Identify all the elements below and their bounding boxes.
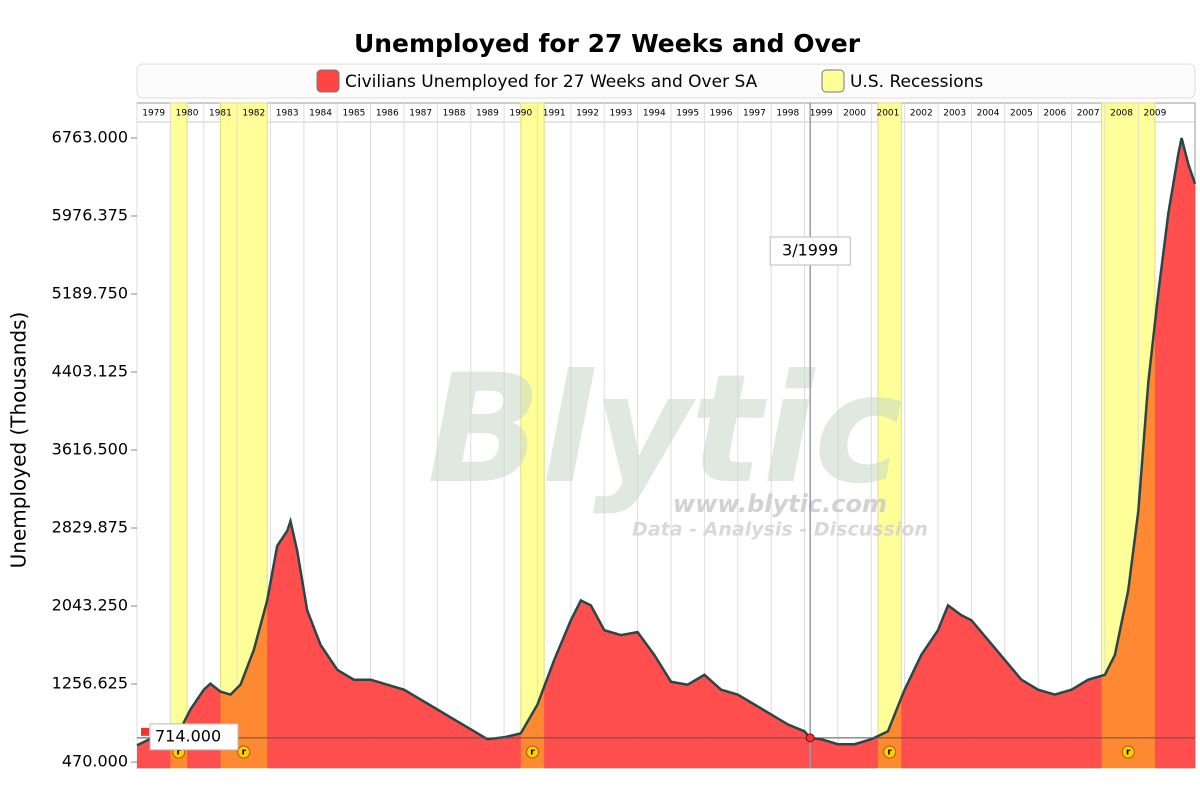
legend-label: U.S. Recessions xyxy=(850,72,983,92)
x-tick-label: 1996 xyxy=(710,109,733,119)
x-tick-label: 1987 xyxy=(409,109,432,119)
crosshair-value-swatch xyxy=(141,727,149,736)
crosshair-value: 714.000 xyxy=(155,726,221,745)
x-tick-label: 1991 xyxy=(543,109,566,119)
y-axis-label: Unemployed (Thousands) xyxy=(7,312,31,569)
x-tick-label: 2008 xyxy=(1110,109,1133,119)
y-tick-label: 5976.375 xyxy=(52,205,128,224)
x-tick-label: 2003 xyxy=(943,109,966,119)
x-tick-label: 2009 xyxy=(1143,109,1166,119)
crosshair-date: 3/1999 xyxy=(782,241,838,260)
recession-marker-label: r xyxy=(530,748,535,758)
x-tick-label: 1980 xyxy=(176,109,199,119)
recession-marker xyxy=(1121,745,1135,759)
x-tick-label: 2001 xyxy=(876,109,899,119)
watermark-tagline: Data - Analysis - Discussion xyxy=(632,519,928,541)
x-tick-label: 1990 xyxy=(509,109,532,119)
line xyxy=(136,137,1197,747)
recession-marker-label: r xyxy=(242,748,247,758)
x-tick-label: 1997 xyxy=(743,109,766,119)
x-tick-label: 1986 xyxy=(376,109,399,119)
x-tick-label: 2006 xyxy=(1043,109,1066,119)
recession-marker-label: r xyxy=(176,748,181,758)
crosshair-point xyxy=(805,733,815,743)
recession-marker xyxy=(883,745,897,759)
x-tick-label: 1999 xyxy=(810,109,833,119)
y-tick-label: 5189.750 xyxy=(52,283,128,302)
y-tick-label: 4403.125 xyxy=(52,361,128,380)
recession-band xyxy=(169,102,188,769)
x-tick-label: 1985 xyxy=(342,109,365,119)
x-tick-label: 1992 xyxy=(576,109,599,119)
x-tick-label: 2002 xyxy=(910,109,933,119)
y-tick-label: 2829.875 xyxy=(52,518,128,537)
recession-marker-label: r xyxy=(1126,748,1131,758)
x-tick-label: 1982 xyxy=(242,109,265,119)
x-tick-label: 1984 xyxy=(309,109,332,119)
recession-marker-label: r xyxy=(887,748,892,758)
x-tick-label: 1998 xyxy=(776,109,799,119)
x-tick-label: 1981 xyxy=(209,109,232,119)
recession-marker xyxy=(237,745,251,759)
x-tick-label: 2005 xyxy=(1010,109,1033,119)
watermark-logo: Blytic xyxy=(427,343,903,517)
x-tick-label: 1983 xyxy=(276,109,299,119)
x-tick-label: 2004 xyxy=(977,109,1000,119)
chart-title: Unemployed for 27 Weeks and Over xyxy=(354,29,861,58)
crosshair-date-box xyxy=(769,236,851,266)
legend xyxy=(136,63,1196,99)
legend-swatch xyxy=(821,69,845,93)
y-tick-label: 6763.000 xyxy=(52,127,128,146)
x-tick-label: 1995 xyxy=(676,109,699,119)
watermark-url: www.blytic.com xyxy=(673,490,887,518)
y-tick-label: 1256.625 xyxy=(52,674,128,693)
x-tick-label: 1979 xyxy=(142,109,165,119)
x-tick-label: 1993 xyxy=(609,109,632,119)
y-tick-label: 470.000 xyxy=(62,752,128,771)
legend-label: Civilians Unemployed for 27 Weeks and Ov… xyxy=(345,72,758,92)
x-tick-label: 1989 xyxy=(476,109,499,119)
y-tick-label: 3616.500 xyxy=(52,440,128,459)
x-tick-label: 2007 xyxy=(1077,109,1100,119)
x-tick-label: 1988 xyxy=(443,109,466,119)
x-tick-label: 1994 xyxy=(643,109,666,119)
crosshair-value-box xyxy=(149,723,239,751)
x-tick-label: 2000 xyxy=(843,109,866,119)
legend-swatch xyxy=(316,69,340,93)
recession-marker xyxy=(525,745,539,759)
y-tick-label: 2043.250 xyxy=(52,596,128,615)
